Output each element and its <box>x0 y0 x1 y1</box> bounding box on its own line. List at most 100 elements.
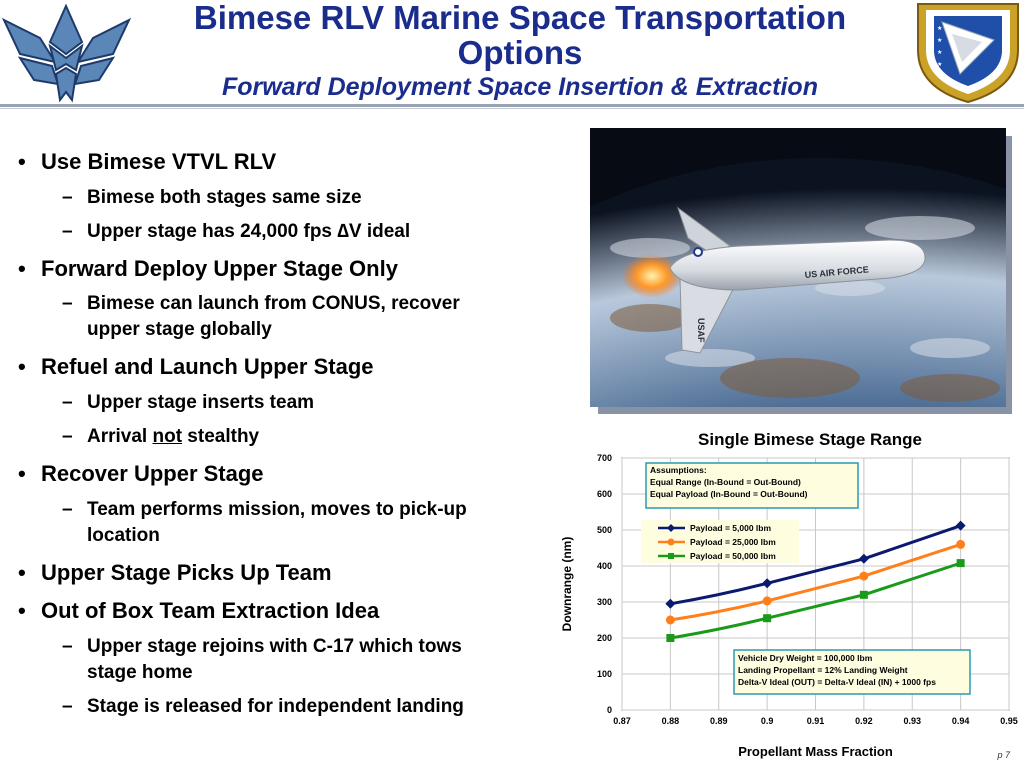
bullet-text: Upper Stage Picks Up Team <box>41 560 332 585</box>
sub-bullet-text: Upper stage has 24,000 fps ∆V ideal <box>87 221 411 242</box>
bullet-text: Use Bimese VTVL RLV <box>41 149 277 174</box>
series-line <box>670 542 962 622</box>
data-point <box>762 578 773 589</box>
data-point <box>665 598 676 609</box>
data-point <box>763 614 772 623</box>
data-point <box>858 553 869 564</box>
x-tick-label: 0.88 <box>662 716 680 726</box>
data-point <box>956 539 966 549</box>
dash-glyph: – <box>62 696 73 717</box>
x-tick-label: 0.95 <box>1000 716 1018 726</box>
vehicle-note-text: Landing Propellant = 12% Landing Weight <box>738 665 908 675</box>
data-point <box>859 590 868 599</box>
series-line <box>670 524 962 606</box>
header-divider <box>0 104 1024 107</box>
bullet-glyph: • <box>18 256 26 281</box>
data-point <box>666 634 675 642</box>
page-number: p 7 <box>997 750 1010 760</box>
data-point <box>665 615 675 625</box>
bullet-glyph: • <box>18 560 26 585</box>
assumptions-text: Equal Payload (In-Bound = Out-Bound) <box>650 489 808 499</box>
underlined-text: not <box>152 426 183 447</box>
dash-glyph: – <box>62 293 73 314</box>
y-tick-label: 0 <box>607 705 612 715</box>
sub-bullet-text: Team performs mission, moves to pick-up <box>87 499 467 520</box>
legend-marker <box>667 524 675 532</box>
bullet-glyph: • <box>18 149 26 174</box>
bullet-glyph: • <box>18 598 26 623</box>
y-tick-label: 500 <box>597 525 612 535</box>
legend-label: Payload = 5,000 lbm <box>690 523 771 533</box>
x-tick-label: 0.87 <box>613 716 631 726</box>
legend-marker <box>668 553 674 559</box>
vehicle-note-box: Vehicle Dry Weight = 100,000 lbm Landing … <box>733 649 971 695</box>
data-point <box>955 520 966 531</box>
legend-label: Payload = 50,000 lbm <box>690 551 776 561</box>
assumptions-box: Assumptions: Equal Range (In-Bound = Out… <box>645 462 859 509</box>
x-tick-label: 0.94 <box>952 716 970 726</box>
dash-glyph: – <box>62 187 73 208</box>
y-tick-label: 100 <box>597 669 612 679</box>
x-tick-label: 0.89 <box>710 716 728 726</box>
dash-glyph: – <box>62 499 73 520</box>
x-tick-label: 0.9 <box>761 716 774 726</box>
series-line <box>670 561 962 640</box>
page-subtitle: Forward Deployment Space Insertion & Ext… <box>222 73 818 101</box>
y-tick-label: 600 <box>597 489 612 499</box>
sub-bullet-text: upper stage globally <box>87 319 272 340</box>
sub-bullet-text: Upper stage inserts team <box>87 392 315 413</box>
page-title-line2: Options <box>457 34 583 71</box>
air-force-logo <box>0 0 133 104</box>
sub-bullet-text: Upper stage rejoins with C-17 which tows <box>87 636 462 657</box>
page-title: Bimese RLV Marine Space Transportation <box>193 0 847 36</box>
bullet-text: Out of Box Team Extraction Idea <box>41 598 380 623</box>
bullet-text: Refuel and Launch Upper Stage <box>41 354 374 379</box>
bullet-text: Forward Deploy Upper Stage Only <box>41 256 398 281</box>
afrl-shield-logo: ★ ★ ★ ★ <box>912 0 1024 104</box>
chart-title: Single Bimese Stage Range <box>698 430 922 449</box>
bullet-text: Recover Upper Stage <box>41 461 264 486</box>
bullet-glyph: • <box>18 354 26 379</box>
text-part: Arrival <box>87 426 153 447</box>
legend: Payload = 5,000 lbm Payload = 25,000 lbm P… <box>641 520 799 563</box>
sub-bullet-text: Stage is released for independent landin… <box>87 696 464 717</box>
dash-glyph: – <box>62 392 73 413</box>
sub-bullet-text: location <box>87 525 160 546</box>
y-axis-label: Downrange (nm) <box>560 537 574 632</box>
y-tick-label: 400 <box>597 561 612 571</box>
y-tick-label: 700 <box>597 453 612 463</box>
dash-glyph: – <box>62 221 73 242</box>
assumptions-text: Assumptions: <box>650 465 707 475</box>
data-point <box>956 559 965 568</box>
header-divider-thin <box>0 108 1024 109</box>
vehicle-note-text: Delta-V Ideal (OUT) = Delta-V Ideal (IN)… <box>738 677 936 687</box>
svg-text:★: ★ <box>937 25 942 32</box>
legend-marker <box>667 538 675 546</box>
dash-glyph: – <box>62 636 73 657</box>
assumptions-box-frame <box>645 462 859 509</box>
data-point <box>762 596 772 606</box>
sub-bullet-text: stage home <box>87 662 193 683</box>
x-axis-label: Propellant Mass Fraction <box>738 744 893 759</box>
svg-text:★: ★ <box>937 37 942 44</box>
y-tick-label: 200 <box>597 633 612 643</box>
range-chart: 0.87 0.88 0.89 0.9 0.91 0.92 0.93 0.94 0.95 0 100 2… <box>555 448 1024 764</box>
sub-bullet-text: Bimese can launch from CONUS, recover <box>87 293 460 314</box>
data-point <box>859 571 869 581</box>
vehicle-note-frame <box>733 649 971 695</box>
bullet-glyph: • <box>18 461 26 486</box>
x-tick-label: 0.93 <box>903 716 921 726</box>
x-tick-label: 0.91 <box>807 716 825 726</box>
svg-text:★: ★ <box>937 49 942 56</box>
dash-glyph: – <box>62 426 73 447</box>
vehicle-note-text: Vehicle Dry Weight = 100,000 lbm <box>738 653 873 663</box>
assumptions-text: Equal Range (In-Bound = Out-Bound) <box>650 477 801 487</box>
text-part: stealthy <box>182 426 260 447</box>
y-tick-label: 300 <box>597 597 612 607</box>
tail-text: USAF <box>696 318 706 343</box>
sub-bullet-text: Bimese both stages same size <box>87 187 362 208</box>
x-tick-label: 0.92 <box>855 716 873 726</box>
legend-label: Payload = 25,000 lbm <box>690 537 776 547</box>
svg-text:★: ★ <box>937 61 942 68</box>
sub-bullet-text: Arrival not stealthy <box>87 424 259 450</box>
